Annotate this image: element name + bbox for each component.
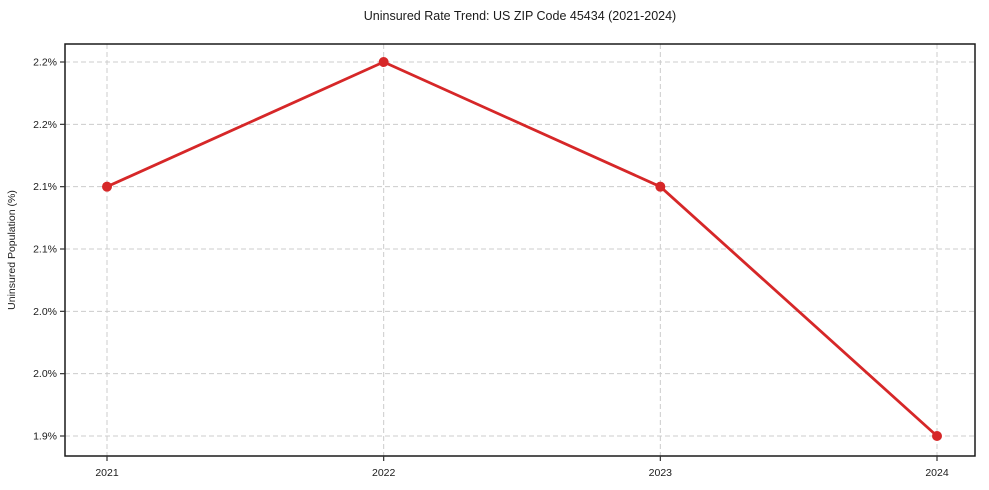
x-tick-label: 2024 bbox=[925, 467, 949, 479]
y-tick-label: 2.0% bbox=[33, 368, 57, 380]
data-point-2024 bbox=[932, 431, 942, 441]
y-tick-label: 2.1% bbox=[33, 181, 57, 193]
plot-border bbox=[64, 43, 976, 457]
data-point-2023 bbox=[655, 181, 666, 192]
x-tick-label: 2022 bbox=[372, 467, 396, 479]
data-point-2021 bbox=[102, 181, 112, 192]
x-tick-label: 2023 bbox=[649, 467, 673, 479]
y-tick-label: 2.0% bbox=[33, 306, 57, 318]
x-tick-label: 2021 bbox=[95, 467, 119, 479]
y-tick-label: 2.1% bbox=[33, 244, 57, 256]
y-tick-label: 2.2% bbox=[33, 119, 57, 131]
y-tick-label: 2.2% bbox=[33, 57, 57, 69]
y-tick-label: 1.9% bbox=[33, 431, 57, 443]
trend-line bbox=[105, 60, 939, 438]
chart-title: Uninsured Rate Trend: US ZIP Code 45434 … bbox=[364, 9, 676, 23]
data-point-2022 bbox=[378, 57, 389, 67]
y-axis-label: Uninsured Population (%) bbox=[6, 190, 18, 310]
